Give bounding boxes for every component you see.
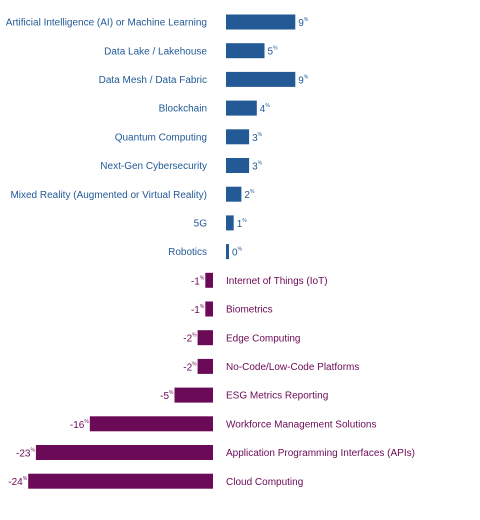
value-label: 5% — [268, 46, 279, 57]
category-label: ESG Metrics Reporting — [226, 391, 328, 402]
value-label: 9% — [298, 17, 309, 28]
category-label: Internet of Things (IoT) — [226, 276, 328, 287]
category-label: No-Code/Low-Code Platforms — [226, 362, 359, 373]
category-label: Artificial Intelligence (AI) or Machine … — [6, 18, 207, 29]
category-label: Data Mesh / Data Fabric — [99, 75, 207, 86]
value-label: 4% — [260, 103, 271, 114]
value-label: -2% — [183, 362, 197, 373]
value-label: -2% — [183, 333, 197, 344]
bar — [226, 158, 250, 173]
value-label: 0% — [232, 247, 243, 258]
bar — [35, 445, 214, 460]
bar — [197, 330, 213, 346]
bar — [226, 186, 242, 202]
bar — [205, 272, 213, 288]
value-label: -16% — [70, 419, 89, 430]
bar — [197, 358, 213, 374]
category-label: Data Lake / Lakehouse — [104, 46, 207, 57]
category-label: Robotics — [168, 247, 207, 258]
category-label: Biometrics — [226, 305, 273, 316]
value-label: 2% — [244, 190, 255, 201]
bar — [205, 301, 213, 317]
category-label: Workforce Management Solutions — [226, 419, 376, 430]
value-label: 9% — [298, 75, 309, 86]
value-label: -23% — [16, 448, 35, 459]
value-label: -5% — [160, 390, 174, 401]
bar — [226, 215, 234, 231]
bar — [226, 43, 265, 59]
category-label: Cloud Computing — [226, 477, 303, 488]
value-label: -1% — [191, 276, 205, 287]
value-label: 3% — [252, 132, 263, 143]
bar — [174, 387, 213, 403]
category-label: Application Programming Interfaces (APIs… — [226, 448, 415, 459]
bar — [226, 71, 296, 87]
category-label: Mixed Reality (Augmented or Virtual Real… — [10, 190, 207, 201]
value-label: -1% — [191, 304, 205, 315]
bar — [226, 100, 257, 116]
category-label: Blockchain — [159, 104, 207, 115]
bar — [226, 129, 250, 145]
bar — [89, 416, 213, 432]
bar — [226, 14, 296, 30]
category-label: 5G — [194, 219, 208, 230]
category-label: Next-Gen Cybersecurity — [100, 161, 207, 172]
bar — [28, 473, 214, 489]
value-label: -24% — [8, 477, 27, 488]
bar — [226, 244, 229, 260]
category-label: Edge Computing — [226, 333, 301, 344]
value-label: 3% — [252, 161, 263, 172]
category-label: Quantum Computing — [115, 132, 207, 143]
value-label: 1% — [237, 218, 248, 229]
